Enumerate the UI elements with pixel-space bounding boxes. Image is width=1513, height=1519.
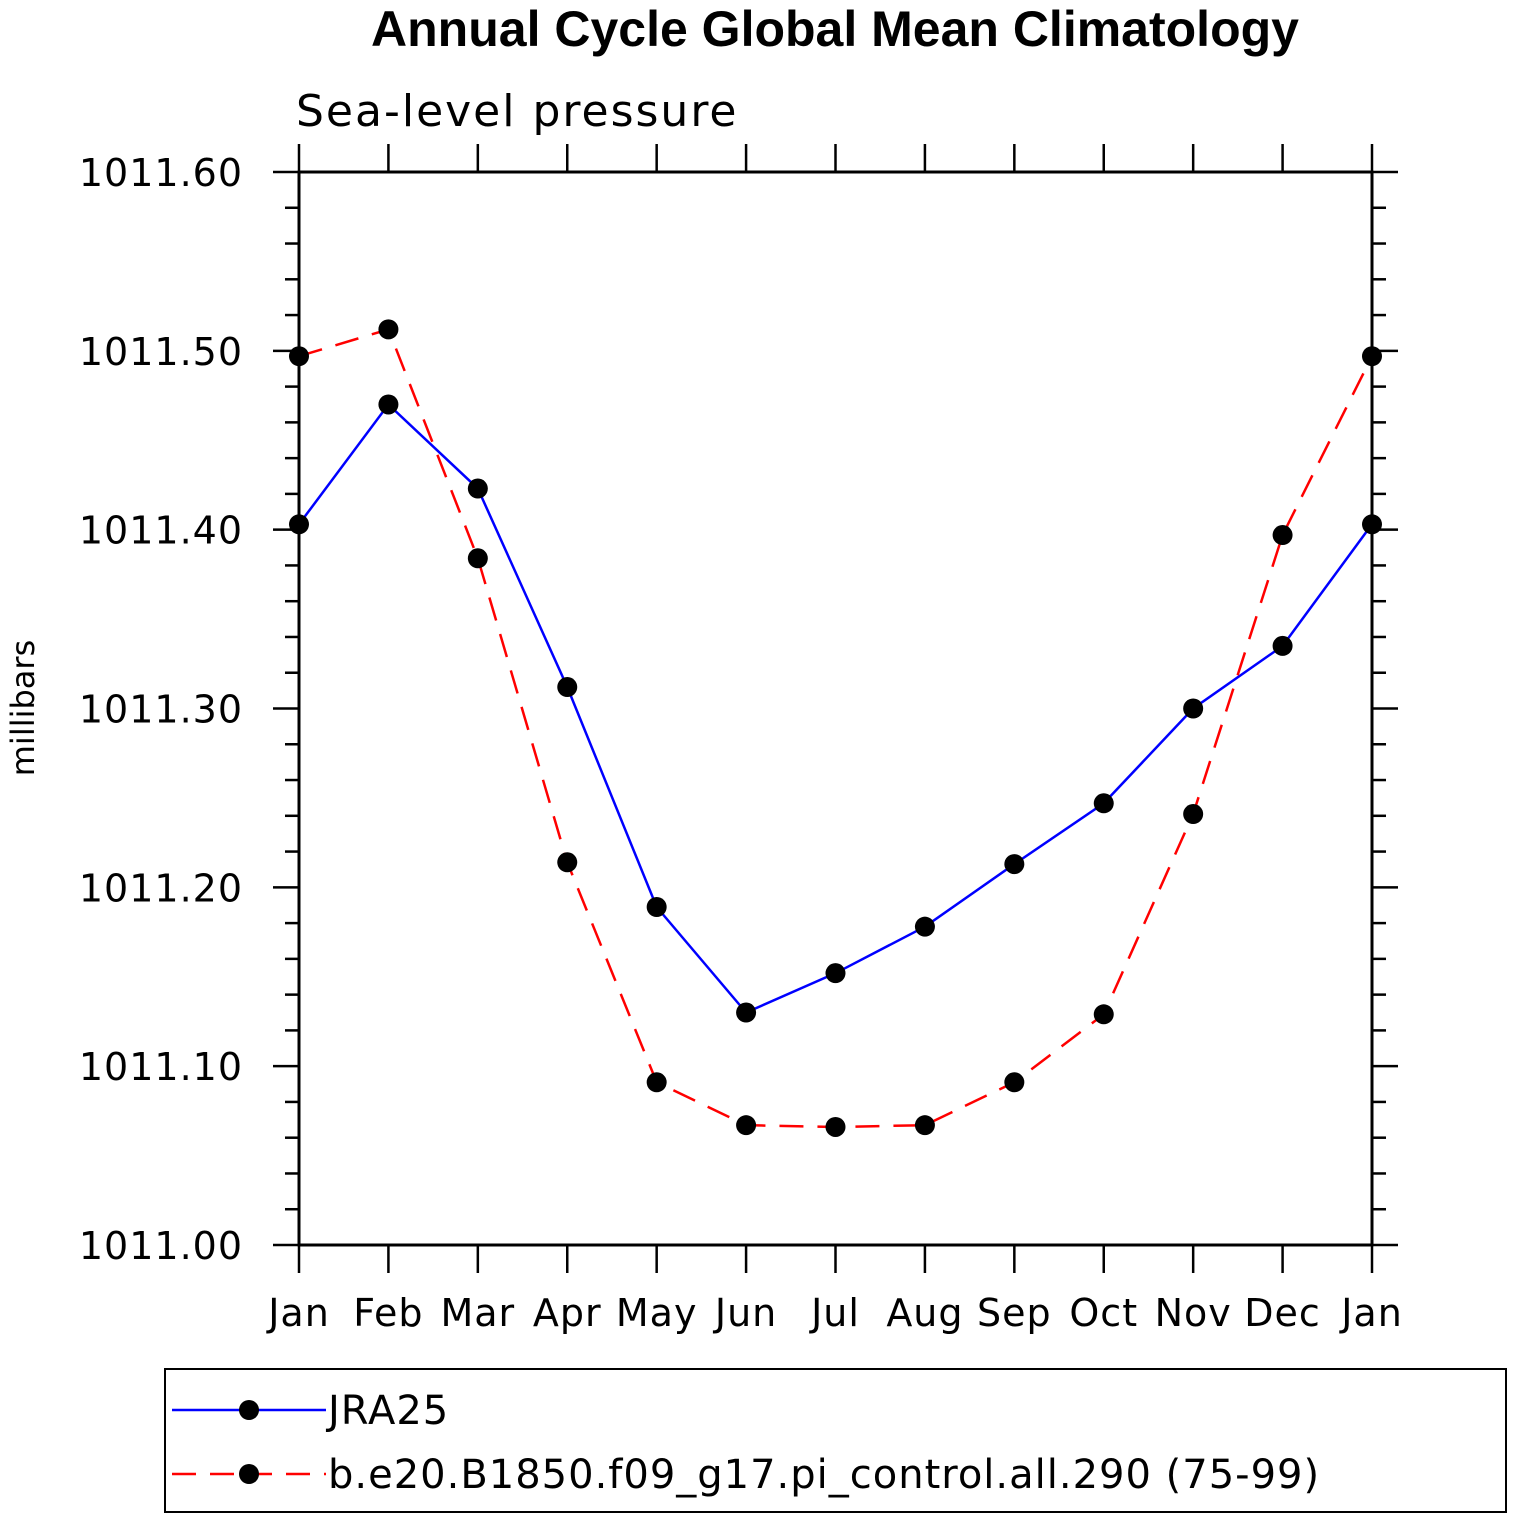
data-point [378, 394, 399, 415]
y-axis-label: millibars [4, 640, 42, 776]
series [289, 319, 1382, 1137]
legend-label: b.e20.B1850.f09_g17.pi_control.all.290 (… [328, 1452, 1320, 1498]
x-tick-label: May [616, 1291, 698, 1335]
y-tick-label: 1011.10 [79, 1045, 243, 1089]
data-point [289, 346, 309, 367]
data-point [1004, 1072, 1025, 1093]
x-tick-label: Feb [353, 1291, 423, 1335]
data-point [467, 478, 488, 499]
legend-label: JRA25 [325, 1388, 449, 1434]
legend-marker [239, 1464, 259, 1484]
data-point [467, 548, 488, 569]
data-point [825, 963, 846, 984]
plot-frame [297, 170, 1374, 1247]
x-tick-label: Dec [1244, 1291, 1321, 1335]
data-point [646, 1072, 667, 1093]
data-point [557, 677, 578, 698]
data-point [736, 1115, 757, 1136]
data-point [378, 319, 399, 340]
data-point [1093, 1004, 1114, 1025]
y-tick-labels: 1011.00 1011.10 1011.20 1011.30 1011.40 1011.… [79, 151, 243, 1268]
x-tick-label: Oct [1069, 1291, 1138, 1335]
y-tick-label: 1011.60 [79, 151, 243, 195]
chart-subtitle: Sea-level pressure [296, 86, 739, 137]
x-tick-labels: Jan Feb Mar Apr May Jun Jul Aug Sep Oct Nov Dec Jan [266, 1291, 1403, 1335]
y-tick-label: 1011.40 [79, 509, 243, 553]
chart-title: Annual Cycle Global Mean Climatology [371, 1, 1299, 57]
legend-box [164, 1368, 1507, 1513]
x-tick-label: Jan [1339, 1291, 1403, 1335]
data-point [1362, 514, 1382, 535]
y-tick-label: 1011.30 [79, 688, 243, 732]
legend-marker [239, 1400, 259, 1420]
data-point [1272, 635, 1293, 656]
series-2 [289, 319, 1382, 1137]
series-1 [289, 394, 1382, 1023]
x-tick-label: Jul [809, 1291, 860, 1335]
axes [273, 144, 1398, 1273]
x-tick-label: Mar [440, 1291, 515, 1335]
series-line [297, 402, 1374, 1015]
data-point [1183, 804, 1204, 825]
x-tick-label: Aug [886, 1291, 963, 1335]
x-tick-label: Apr [533, 1291, 602, 1335]
x-tick-label: Jan [266, 1291, 330, 1335]
data-point [289, 514, 309, 535]
legend: JRA25 b.e20.B1850.f09_g17.pi_control.all.… [164, 1368, 1507, 1513]
y-tick-label: 1011.00 [79, 1224, 243, 1268]
data-point [914, 1115, 935, 1136]
data-point [1272, 525, 1293, 546]
x-tick-label: Sep [977, 1291, 1052, 1335]
x-tick-label: Nov [1155, 1291, 1232, 1335]
data-point [1362, 346, 1382, 367]
data-point [557, 852, 578, 873]
data-point [825, 1116, 846, 1137]
y-tick-label: 1011.50 [79, 330, 243, 374]
data-point [1093, 793, 1114, 814]
data-point [914, 916, 935, 937]
y-tick-label: 1011.20 [79, 866, 243, 910]
data-point [1183, 698, 1204, 719]
data-point [736, 1002, 757, 1023]
series-line [298, 327, 1374, 1129]
data-point [1004, 854, 1025, 875]
data-point [646, 897, 667, 918]
x-tick-label: Jun [713, 1291, 777, 1335]
